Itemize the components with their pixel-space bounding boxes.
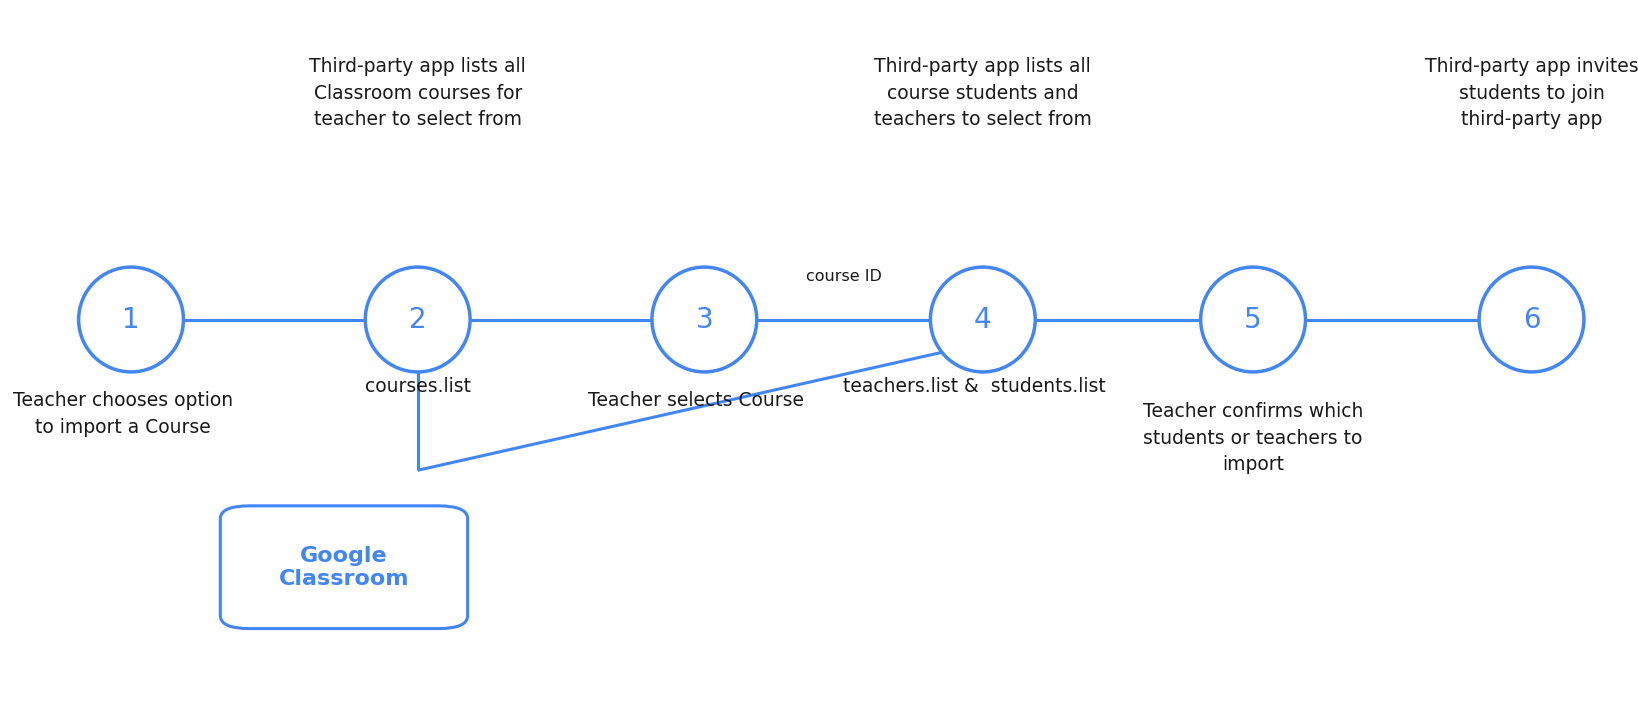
Text: Teacher confirms which
students or teachers to
import: Teacher confirms which students or teach… xyxy=(1143,402,1363,474)
Ellipse shape xyxy=(79,267,183,372)
Text: 3: 3 xyxy=(696,306,713,333)
Text: teachers.list &  students.list: teachers.list & students.list xyxy=(844,377,1106,396)
Text: 5: 5 xyxy=(1245,306,1261,333)
Text: 4: 4 xyxy=(975,306,991,333)
Ellipse shape xyxy=(365,267,470,372)
Ellipse shape xyxy=(652,267,757,372)
Ellipse shape xyxy=(930,267,1035,372)
Text: 6: 6 xyxy=(1523,306,1540,333)
FancyBboxPatch shape xyxy=(219,505,468,629)
Ellipse shape xyxy=(1201,267,1305,372)
Text: Teacher selects Course: Teacher selects Course xyxy=(588,391,804,410)
Text: 1: 1 xyxy=(123,306,139,333)
Text: 2: 2 xyxy=(410,306,426,333)
Text: Third-party app lists all
course students and
teachers to select from: Third-party app lists all course student… xyxy=(873,57,1093,129)
Text: Teacher chooses option
to import a Course: Teacher chooses option to import a Cours… xyxy=(13,391,233,437)
Text: course ID: course ID xyxy=(806,269,881,284)
Text: courses.list: courses.list xyxy=(365,377,470,396)
Ellipse shape xyxy=(1479,267,1584,372)
Text: Third-party app lists all
Classroom courses for
teacher to select from: Third-party app lists all Classroom cour… xyxy=(310,57,526,129)
Text: Google
Classroom: Google Classroom xyxy=(278,546,410,589)
Text: Third-party app invites
students to join
third-party app: Third-party app invites students to join… xyxy=(1425,57,1638,129)
